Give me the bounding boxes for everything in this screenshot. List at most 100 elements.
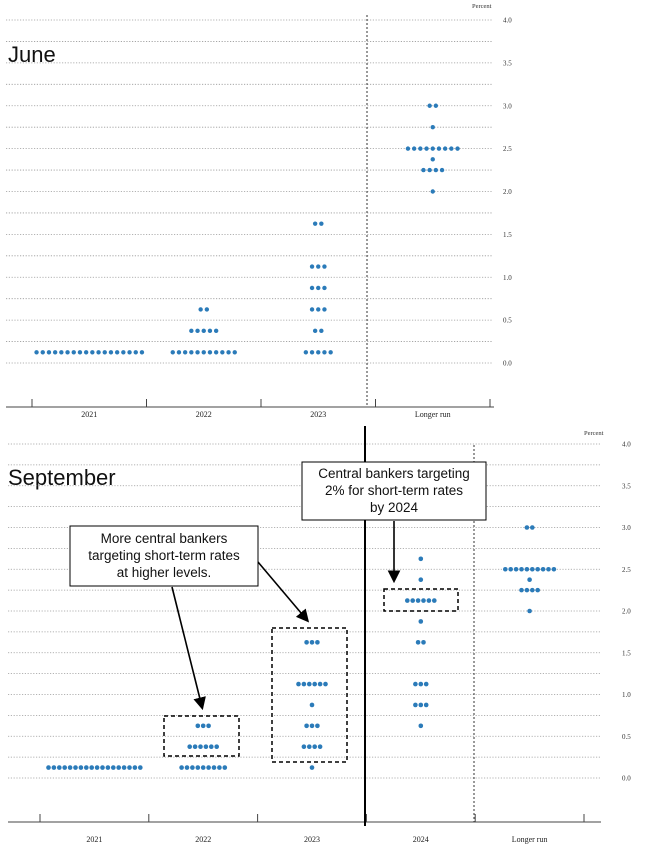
dot bbox=[508, 566, 513, 572]
dot bbox=[309, 702, 315, 708]
june-category-labels: 2021 2022 2023 Longer run bbox=[81, 410, 450, 419]
dot bbox=[301, 681, 307, 687]
dot bbox=[211, 765, 217, 770]
y-tick-label: 0.0 bbox=[622, 775, 631, 783]
dot bbox=[83, 350, 89, 355]
dot bbox=[316, 285, 321, 291]
dot bbox=[213, 328, 219, 334]
dot bbox=[413, 702, 418, 708]
dot bbox=[527, 577, 532, 582]
dot bbox=[427, 103, 432, 108]
y-tick-label: 1.5 bbox=[503, 231, 512, 239]
dot bbox=[328, 350, 333, 355]
dot bbox=[307, 744, 312, 749]
dot bbox=[430, 189, 435, 194]
dot bbox=[309, 350, 315, 355]
dot bbox=[421, 640, 426, 645]
highlight-box-2023 bbox=[271, 627, 348, 763]
y-tick-label: 2.0 bbox=[503, 188, 512, 196]
dot bbox=[309, 765, 315, 770]
dot bbox=[182, 350, 188, 355]
dot bbox=[77, 350, 83, 355]
dot bbox=[59, 350, 64, 355]
dot bbox=[530, 587, 535, 593]
dot bbox=[304, 640, 309, 645]
highlight-box-2024 bbox=[383, 588, 459, 612]
dot bbox=[189, 328, 194, 334]
y-tick-label: 2.5 bbox=[503, 145, 512, 153]
dot bbox=[418, 556, 424, 562]
dot bbox=[405, 598, 410, 603]
dot bbox=[220, 350, 225, 355]
dot bbox=[316, 350, 321, 355]
dot bbox=[71, 350, 76, 355]
y-tick-label: 4.0 bbox=[503, 17, 512, 25]
dot bbox=[195, 350, 200, 355]
annotation-line: at higher levels. bbox=[117, 565, 212, 580]
dot bbox=[322, 285, 327, 291]
dot bbox=[524, 525, 530, 530]
dot bbox=[442, 146, 448, 151]
annotation-line: 2% for short-term rates bbox=[325, 483, 463, 498]
dot bbox=[322, 350, 327, 355]
dot bbox=[546, 566, 551, 572]
annotation-2024-target: Central bankers targeting 2% for short-t… bbox=[301, 461, 487, 521]
dot bbox=[427, 167, 432, 173]
dot bbox=[217, 765, 222, 770]
june-dots bbox=[34, 103, 460, 355]
dot bbox=[84, 765, 89, 770]
dot bbox=[65, 350, 70, 355]
arrow-to-2022 bbox=[171, 586, 206, 711]
dot bbox=[184, 765, 190, 770]
dot bbox=[307, 681, 312, 687]
dot bbox=[418, 702, 424, 708]
dot bbox=[206, 723, 211, 729]
category-label: 2021 bbox=[81, 410, 97, 419]
dot bbox=[309, 264, 315, 269]
dot bbox=[323, 681, 328, 687]
dot bbox=[207, 328, 213, 334]
june-gridlines bbox=[6, 19, 492, 364]
dot bbox=[121, 350, 126, 355]
dot bbox=[315, 640, 320, 645]
dot bbox=[309, 307, 315, 312]
y-tick-label: 2.0 bbox=[622, 608, 631, 616]
dot bbox=[540, 566, 546, 572]
dot bbox=[309, 285, 315, 291]
dot bbox=[111, 765, 116, 770]
dot bbox=[206, 765, 211, 770]
dot bbox=[421, 167, 426, 173]
dot bbox=[405, 146, 411, 151]
dot bbox=[195, 765, 201, 770]
y-tick-label: 1.5 bbox=[622, 649, 631, 657]
dot bbox=[423, 702, 429, 708]
dot bbox=[418, 681, 424, 687]
dot bbox=[415, 640, 421, 645]
dot bbox=[430, 157, 435, 162]
category-label: Longer run bbox=[512, 835, 548, 844]
annotation-line: by 2024 bbox=[370, 500, 419, 515]
dot bbox=[195, 328, 200, 334]
annotation-line: Central bankers targeting bbox=[318, 466, 470, 481]
dot bbox=[316, 307, 321, 312]
dot bbox=[301, 744, 307, 749]
dot bbox=[322, 264, 327, 269]
dot bbox=[535, 566, 540, 572]
dot bbox=[232, 350, 237, 355]
annotation-box bbox=[69, 525, 259, 587]
dot bbox=[222, 765, 228, 770]
dot bbox=[200, 723, 206, 729]
dot bbox=[415, 598, 421, 603]
dot bbox=[121, 765, 127, 770]
dot bbox=[34, 350, 39, 355]
category-label: 2023 bbox=[310, 410, 326, 419]
dot bbox=[51, 765, 57, 770]
dot bbox=[105, 765, 111, 770]
category-label: 2022 bbox=[195, 835, 211, 844]
dot bbox=[316, 264, 321, 269]
dot bbox=[96, 350, 101, 355]
dot bbox=[315, 723, 320, 729]
dot bbox=[421, 598, 426, 603]
dot bbox=[132, 765, 138, 770]
dot bbox=[201, 350, 206, 355]
